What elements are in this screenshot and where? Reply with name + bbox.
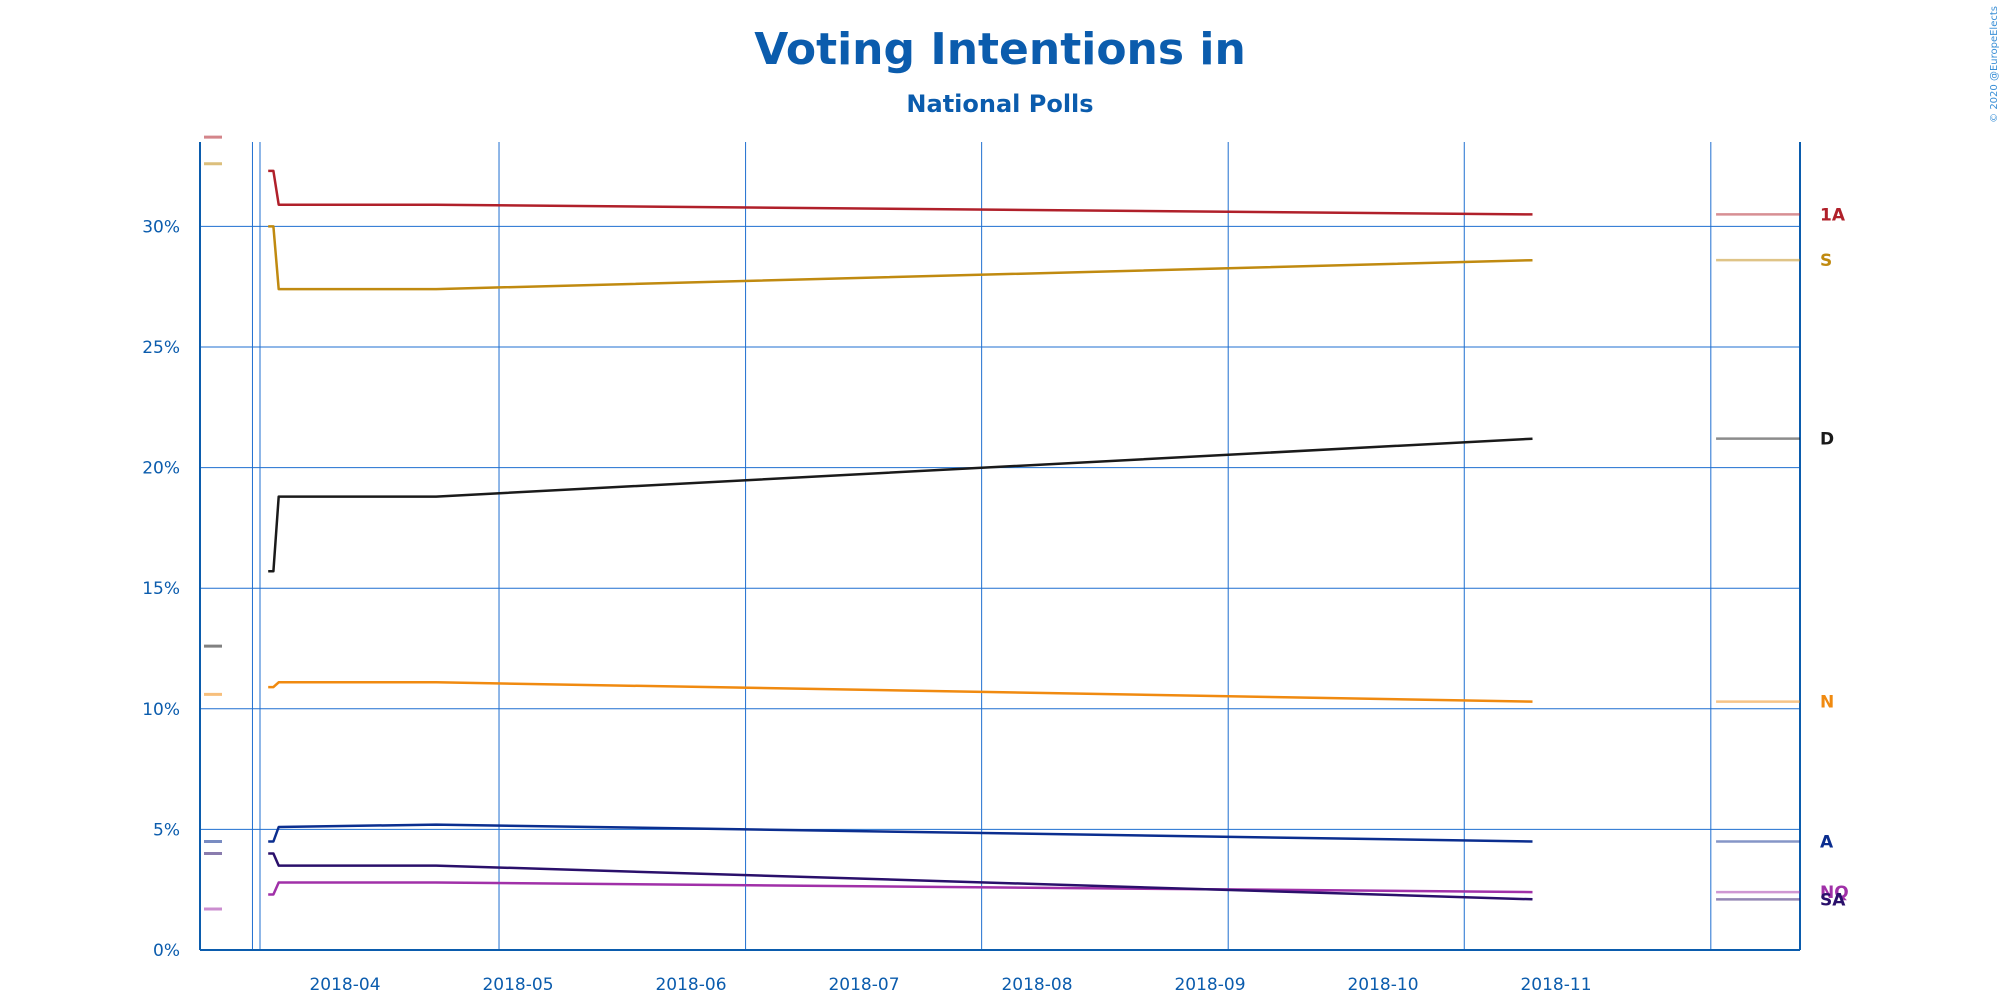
axis-layer: 0% 5% 10% 15% 20% 25% 30% 2018-04 2018-05 2018-06…: [142, 142, 1801, 995]
series-line-d: [268, 437, 1533, 573]
series-label-sa: SA: [1820, 890, 1846, 910]
x-tick-label: 2018-05: [482, 975, 553, 995]
x-tick-label: 2018-06: [655, 975, 726, 995]
y-tick-label: 0%: [153, 941, 180, 961]
y-tick-label: 15%: [142, 579, 180, 599]
y-tick-label: 10%: [142, 700, 180, 720]
x-tick-label: 2018-10: [1347, 975, 1418, 995]
series-label-nq: NQ: [1820, 883, 1849, 903]
previous-result-markers: [204, 135, 222, 911]
series-label-d: D: [1820, 430, 1834, 450]
series-label-s: S: [1820, 251, 1832, 271]
series-line-1a: [268, 169, 1533, 216]
series-line-s: [268, 225, 1533, 291]
y-tick-label: 5%: [153, 820, 180, 840]
x-tick-label: 2018-07: [828, 975, 899, 995]
chart-title: Voting Intentions in: [754, 24, 1246, 75]
grid-layer: [200, 142, 1800, 950]
series-line-nq: [268, 881, 1533, 896]
series-label-1a: 1A: [1820, 205, 1846, 225]
series-label-n: N: [1820, 693, 1834, 713]
series-line-a: [268, 823, 1533, 843]
series-label-a: A: [1820, 832, 1834, 852]
series-layer: [268, 169, 1800, 901]
chart-subtitle: National Polls: [906, 90, 1093, 118]
y-tick-label: 30%: [142, 217, 180, 237]
y-tick-label: 25%: [142, 338, 180, 358]
series-line-sa: [268, 852, 1533, 901]
x-tick-label: 2018-08: [1001, 975, 1072, 995]
copyright-notice: © 2020 @EuropeElects: [1989, 6, 2000, 123]
x-tick-label: 2018-11: [1520, 975, 1591, 995]
x-tick-label: 2018-09: [1174, 975, 1245, 995]
x-tick-label: 2018-04: [309, 975, 380, 995]
y-tick-label: 20%: [142, 459, 180, 479]
series-line-n: [268, 681, 1533, 703]
